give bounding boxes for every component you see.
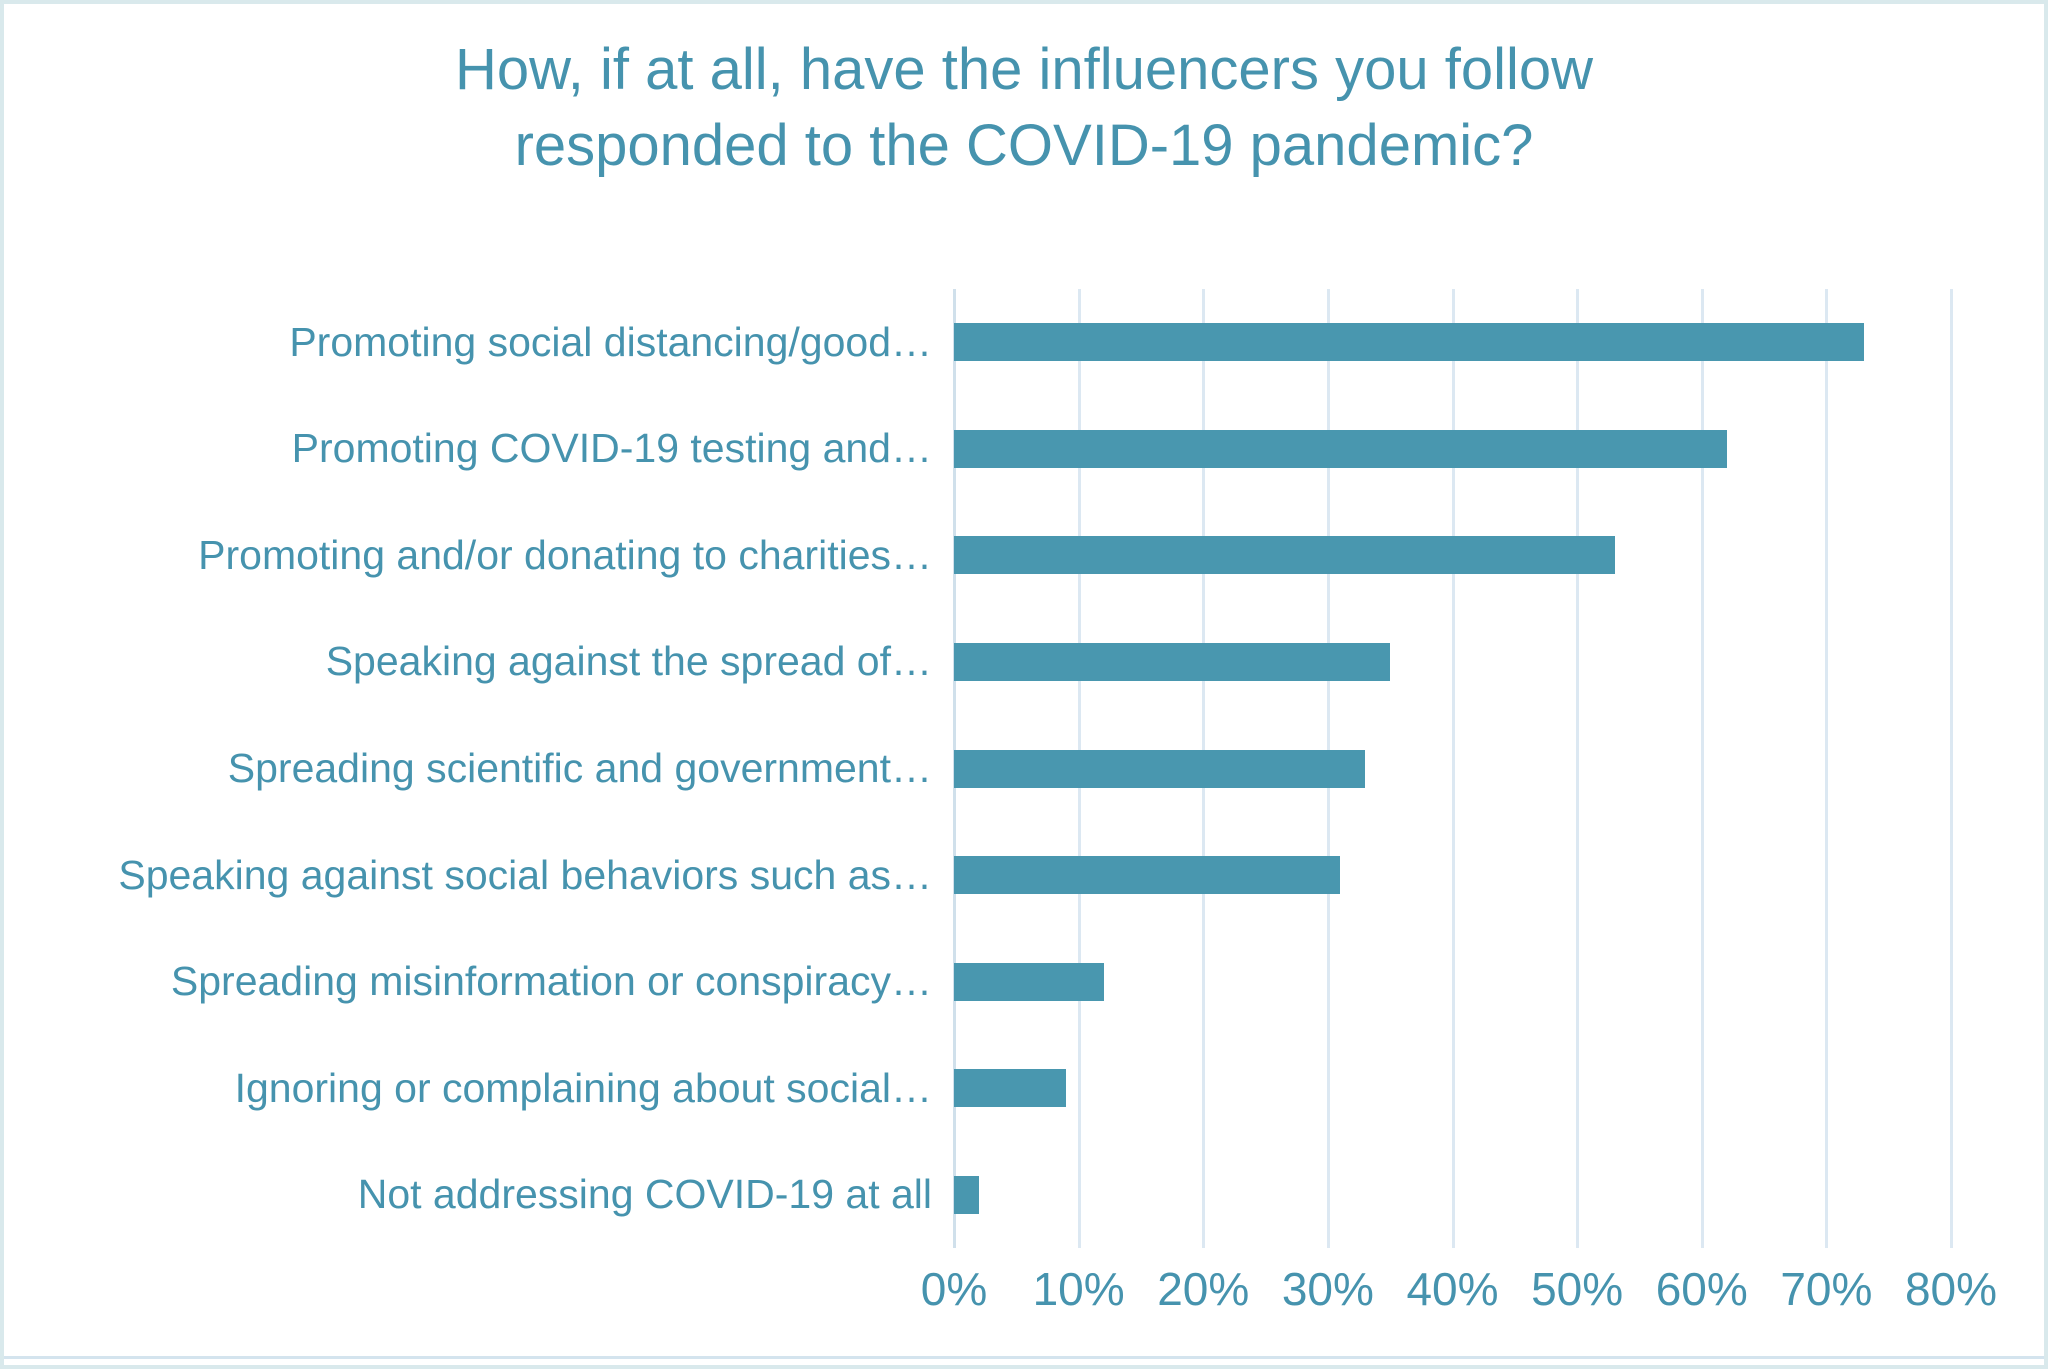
bar-row xyxy=(954,396,1951,503)
category-label: Promoting social distancing/good… xyxy=(289,318,932,365)
bar-row xyxy=(954,1142,1951,1249)
gridline-60pct xyxy=(1700,289,1704,1248)
gridline-40pct xyxy=(1451,289,1455,1248)
category-label: Promoting and/or donating to charities… xyxy=(198,531,932,578)
bar-row xyxy=(954,609,1951,716)
chart-title-line-2: responded to the COVID-19 pandemic? xyxy=(514,113,1534,178)
plot-area xyxy=(953,289,1953,1248)
chart-title: How, if at all, have the influencers you… xyxy=(4,32,2044,184)
x-tick-label: 60% xyxy=(1655,1263,1748,1315)
x-tick-label: 30% xyxy=(1281,1263,1374,1315)
gridline-80pct xyxy=(1950,289,1953,1248)
x-tick-label: 10% xyxy=(1032,1263,1125,1315)
bar-promoting-donating-charities xyxy=(954,536,1615,575)
x-tick-label: 40% xyxy=(1406,1263,1499,1315)
category-label: Speaking against social behaviors such a… xyxy=(118,851,932,898)
bar-not-addressing xyxy=(954,1175,979,1214)
bar-ignoring-complaining xyxy=(954,1069,1067,1108)
bar-promoting-covid-testing xyxy=(954,429,1727,468)
x-tick-label: 0% xyxy=(920,1263,988,1315)
x-tick-label: 70% xyxy=(1780,1263,1873,1315)
bar-row xyxy=(954,289,1951,396)
bar-row xyxy=(954,928,1951,1035)
chart-title-line-1: How, if at all, have the influencers you… xyxy=(454,37,1594,102)
bar-promoting-social-distancing xyxy=(954,323,1864,362)
bar-row xyxy=(954,1035,1951,1142)
bar-speaking-against-spread xyxy=(954,642,1391,681)
gridline-50pct xyxy=(1576,289,1580,1248)
category-label: Promoting COVID-19 testing and… xyxy=(291,425,932,472)
bar-speaking-against-social-behaviors xyxy=(954,856,1341,895)
x-tick-label: 20% xyxy=(1157,1263,1250,1315)
category-label: Not addressing COVID-19 at all xyxy=(357,1171,932,1218)
category-label: Speaking against the spread of… xyxy=(325,638,932,685)
bar-row xyxy=(954,502,1951,609)
x-tick-label: 50% xyxy=(1531,1263,1624,1315)
value-axis: 0% 10% 20% 30% 40% 50% 60% 70% 80% xyxy=(921,1262,1997,1332)
category-label: Spreading misinformation or conspiracy… xyxy=(170,958,932,1005)
x-tick-label: 80% xyxy=(1904,1263,1998,1315)
bar-row xyxy=(954,822,1951,929)
category-label: Ignoring or complaining about social… xyxy=(234,1064,932,1111)
category-axis: Promoting social distancing/good… Promot… xyxy=(4,289,932,1248)
bar-series xyxy=(954,289,1951,1248)
chart-frame-bottom-line xyxy=(4,1356,2044,1359)
gridline-70pct xyxy=(1825,289,1829,1248)
bar-spreading-misinformation xyxy=(954,962,1104,1001)
category-label: Spreading scientific and government… xyxy=(227,745,932,792)
bar-spreading-scientific-government xyxy=(954,749,1366,788)
bar-row xyxy=(954,715,1951,822)
